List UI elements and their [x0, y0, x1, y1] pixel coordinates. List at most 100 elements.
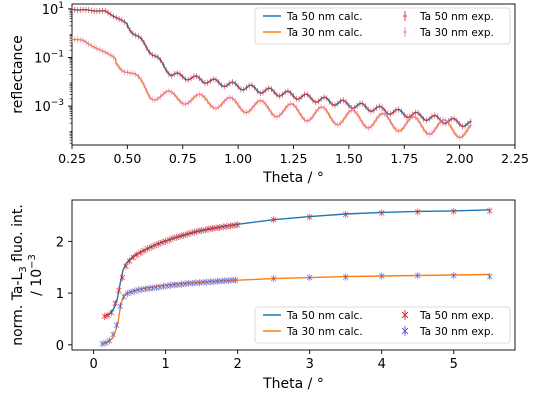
exp-point: [173, 234, 180, 241]
exp-point: [213, 225, 219, 231]
exp-point: [112, 300, 119, 307]
exp-point: [487, 273, 493, 280]
x-tick-label: 0.50: [113, 151, 141, 166]
exp-point: [232, 277, 239, 283]
exp-point: [224, 223, 230, 230]
exp-point: [203, 279, 210, 286]
x-tick-label: 2.00: [446, 151, 474, 166]
x-tick-label: 3: [306, 357, 314, 372]
exp-point: [177, 233, 183, 239]
exp-point: [119, 274, 126, 281]
x-axis-label: Theta / °: [262, 170, 324, 186]
exp-point: [113, 322, 120, 328]
exp-point: [117, 303, 124, 309]
legend-label: Ta 30 nm calc.: [286, 326, 363, 338]
x-tick-label: 1: [162, 357, 170, 372]
exp-point: [108, 309, 115, 316]
exp-point: [157, 284, 163, 290]
exp-point: [191, 229, 198, 235]
exp-point: [124, 290, 131, 297]
exp-point: [198, 227, 205, 234]
y-axis-label-line2: / 10−3: [27, 254, 45, 296]
legend: Ta 50 nm calc. Ta 30 nm calc. Ta 50 nm exp…: [254, 7, 511, 45]
exp-point: [137, 249, 144, 256]
exp-point: [139, 286, 145, 293]
exp-point: [128, 289, 134, 295]
exp-point: [414, 209, 421, 215]
exp-point: [216, 224, 223, 231]
exp-point: [178, 281, 185, 288]
legend-swatch: [401, 327, 409, 335]
legend: Ta 50 nm calc. Ta 30 nm calc. Ta 50 nm exp…: [254, 306, 511, 344]
x-tick-label: 1.75: [390, 151, 418, 166]
legend-label: Ta 30 nm exp.: [419, 27, 494, 39]
exp-point: [218, 278, 224, 284]
exp-point: [450, 208, 457, 215]
exp-point: [378, 273, 385, 279]
exp-point: [141, 247, 147, 254]
exp-point: [227, 223, 234, 229]
exp-point: [231, 222, 237, 229]
exp-point: [184, 231, 191, 237]
exp-point: [220, 224, 227, 230]
exp-point: [342, 211, 349, 218]
exp-point: [146, 285, 152, 292]
exp-point: [110, 331, 116, 338]
exp-point: [167, 282, 174, 289]
exp-point: [144, 245, 151, 252]
exp-point: [130, 254, 137, 261]
x-tick-label: 4: [378, 357, 386, 372]
series-line-50nm: [104, 209, 490, 318]
y-axis-label-line1: norm. Ta-L3 fluo. int.: [10, 204, 29, 346]
x-tick-label: 2: [234, 357, 242, 372]
exp-point: [135, 287, 142, 293]
exp-point: [195, 228, 201, 234]
exp-point: [202, 227, 209, 233]
exp-point: [414, 272, 421, 279]
exp-point: [131, 288, 138, 294]
exp-point: [153, 284, 160, 291]
y-tick-label: 10−1: [34, 49, 64, 66]
exp-point: [487, 208, 493, 214]
y-axis-label: norm. Ta-L3 fluo. int./ 10−3: [10, 204, 45, 346]
exp-point: [142, 286, 149, 292]
exp-point: [134, 252, 140, 258]
exp-point: [306, 214, 313, 220]
exp-point: [170, 235, 176, 242]
exp-point: [152, 242, 158, 249]
x-tick-label: 2.25: [501, 151, 529, 166]
reflectance-panel: 0.25 0.50 0.75 1.00 1.25 1.50 1.75 2.00 2.25 101 1…: [10, 1, 529, 186]
exp-point: [196, 279, 203, 286]
exp-point: [378, 210, 385, 216]
exp-point: [270, 216, 277, 223]
x-tick-label: 1.50: [335, 151, 363, 166]
exp-point: [188, 230, 194, 236]
x-tick-label: 0.75: [169, 151, 197, 166]
y-axis-label: reflectance: [10, 35, 26, 113]
legend-label: Ta 50 nm exp.: [419, 310, 494, 322]
exp-point: [106, 337, 113, 344]
exp-point: [155, 241, 162, 247]
exp-point: [175, 282, 181, 288]
fluorescence-panel: 0 1 2 3 4 5 0 1 2 Theta / ° norm. Ta-L3 fluo. int.…: [10, 199, 516, 392]
exp-point: [450, 272, 457, 279]
exp-point: [149, 285, 156, 291]
y-tick-label: 0: [56, 339, 64, 354]
y-tick-label: 2: [56, 235, 64, 250]
exp-point: [225, 277, 232, 284]
exp-point: [189, 280, 196, 287]
exp-point: [148, 244, 155, 250]
x-tick-label: 5: [450, 357, 458, 372]
exp-point: [206, 226, 212, 232]
exp-point: [159, 239, 165, 246]
exp-point: [209, 225, 216, 232]
legend-box: [254, 306, 511, 344]
exp-point: [270, 275, 277, 282]
exp-point: [180, 232, 187, 238]
exp-point: [162, 238, 169, 245]
exp-point: [103, 339, 109, 346]
plot-frame: [71, 199, 516, 351]
legend-box: [254, 7, 511, 45]
legend-label: Ta 30 nm calc.: [286, 27, 363, 39]
